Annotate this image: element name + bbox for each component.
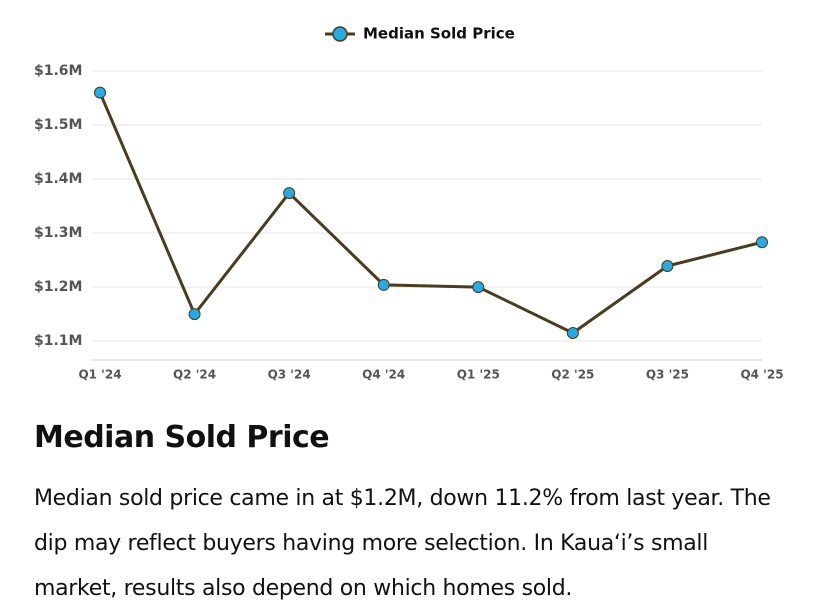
point — [94, 86, 106, 99]
y-tick-label: $1.1M — [34, 333, 82, 349]
y-tick-label: $1.2M — [34, 279, 82, 295]
point — [472, 281, 485, 294]
x-tick-label: Q4 '24 — [362, 368, 405, 382]
point — [661, 260, 674, 273]
x-tick-label: Q1 '25 — [457, 368, 500, 382]
point — [188, 308, 201, 321]
body-text: Median sold price came in at $1.2M, down… — [34, 486, 771, 601]
point — [283, 187, 296, 200]
x-tick-label: Q2 '25 — [551, 368, 594, 382]
heading: Median Sold Price — [34, 420, 330, 455]
legend-marker — [332, 26, 348, 42]
y-tick-label: $1.6M — [34, 63, 82, 79]
x-tick-label: Q3 '25 — [646, 368, 689, 382]
legend-label: Median Sold Price — [363, 25, 515, 43]
point — [566, 326, 579, 339]
point — [756, 236, 768, 249]
line — [98, 92, 763, 335]
x-tick-label: Q1 '24 — [78, 368, 121, 382]
y-tick-label: $1.4M — [34, 171, 82, 187]
point — [377, 278, 390, 291]
x-tick-label: Q2 '24 — [173, 368, 216, 382]
y-tick-label: $1.5M — [34, 117, 82, 133]
y-tick-label: $1.3M — [34, 225, 82, 241]
x-tick-label: Q4 '25 — [740, 368, 783, 382]
x-tick-label: Q3 '24 — [268, 368, 311, 382]
chart: $1.1M $1.2M $1.3M $1.4M $1.5M $1.6M Q1 '24 Q2 '… — [34, 25, 784, 382]
